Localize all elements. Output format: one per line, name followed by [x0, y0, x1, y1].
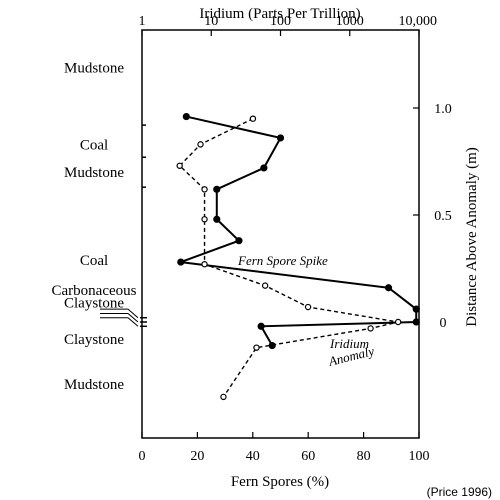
iridium-point: [176, 162, 183, 169]
bottom-tick-label: 60: [301, 449, 315, 464]
iridium-point: [201, 216, 208, 223]
bottom-tick-label: 100: [409, 449, 430, 464]
bottom-tick-label: 20: [190, 449, 204, 464]
fern-spore-point: [268, 341, 276, 350]
top-axis-title: Iridium (Parts Per Trillion): [199, 6, 360, 22]
claystone-leader: [100, 317, 139, 327]
iridium-point: [394, 318, 402, 326]
fern-spore-point: [260, 164, 268, 172]
fern-spore-point: [213, 185, 221, 193]
lithology-labels: MudstoneCoalMudstoneCoalCarbonaceousClay…: [52, 60, 147, 393]
fern-spore-point: [182, 112, 190, 121]
claystone-leader: [100, 308, 139, 319]
fern-spore-point: [177, 258, 185, 266]
iridium-point: [304, 303, 312, 311]
right-tick-label: 0.5: [434, 209, 452, 224]
fern-spore-point: [235, 237, 243, 245]
data-series: [176, 112, 420, 401]
lithology-label: Coal: [80, 137, 108, 153]
fern-spike-annotation: Fern Spore Spike: [237, 253, 328, 268]
fern-spore-point: [257, 322, 265, 330]
iridium-anomaly-annotation-line1: Iridium: [329, 336, 369, 351]
fern-spore-point: [276, 134, 285, 142]
fern-spore-series-line: [180, 115, 418, 347]
iridium-series-line: [178, 118, 399, 398]
iridium-point: [201, 186, 208, 193]
fern-spore-point: [384, 284, 393, 292]
fern-spore-point: [213, 215, 221, 223]
iridium-point: [197, 141, 204, 148]
plot-frame: [141, 29, 420, 439]
top-tick-label: 100: [270, 14, 291, 29]
iridium-point: [249, 115, 257, 122]
top-tick-label: 10: [204, 14, 218, 29]
lithology-label: Claystone: [64, 332, 124, 348]
iridium-point: [201, 261, 208, 268]
lithology-label: Carbonaceous: [52, 283, 137, 299]
fern-spore-point: [412, 305, 420, 313]
axis-ticks: 0 20 40 60 80 100 1 10 100 1000 10,000 0 0.5 1.0: [139, 14, 452, 464]
top-tick-label: 1: [139, 14, 146, 29]
iridium-point: [220, 393, 227, 401]
lithology-label: Mudstone: [64, 60, 124, 76]
lithology-label: Mudstone: [64, 165, 124, 181]
bottom-tick-label: 0: [139, 449, 146, 464]
top-tick-label: 10,000: [399, 14, 438, 29]
bottom-tick-label: 40: [246, 449, 260, 464]
iridium-point: [367, 325, 374, 332]
lithology-label: Mudstone: [64, 377, 124, 393]
claystone-leader: [100, 312, 139, 323]
lithology-label: Claystone: [64, 296, 124, 312]
iridium-point: [261, 282, 269, 289]
top-tick-label: 1000: [336, 14, 364, 29]
right-tick-label: 0: [440, 316, 447, 331]
right-axis-title: Distance Above Anomaly (m): [464, 147, 480, 327]
fern-spore-point: [412, 318, 420, 326]
bottom-tick-label: 80: [357, 449, 371, 464]
bottom-axis-title: Fern Spores (%): [231, 474, 329, 490]
lithology-label: Coal: [80, 253, 108, 269]
source-credit: (Price 1996): [427, 485, 492, 499]
iridium-point: [253, 344, 260, 351]
right-tick-label: 1.0: [434, 102, 452, 117]
